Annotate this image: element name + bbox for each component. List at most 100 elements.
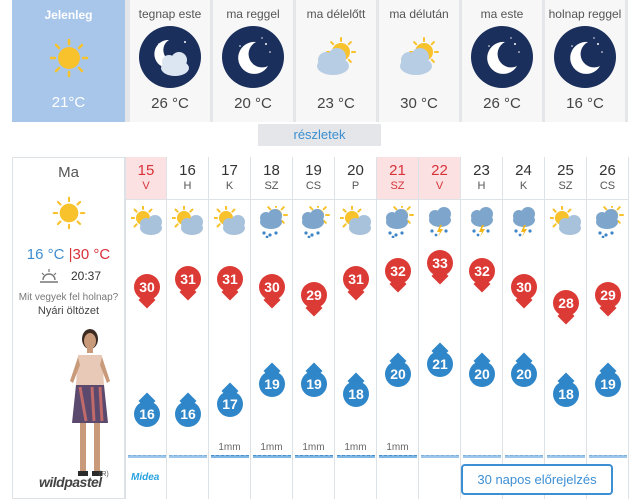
- day-header: 15 V: [126, 157, 166, 200]
- high-temp-marker: 31: [343, 266, 369, 301]
- rain-amount: 1mm: [344, 442, 367, 453]
- rain-amount: 1mm: [386, 442, 409, 453]
- temp-separator: |: [68, 246, 73, 263]
- today-low: 16 °C: [26, 246, 65, 263]
- day-column[interactable]: 22 V 33 21: [419, 157, 461, 499]
- low-temp-marker: 20: [511, 352, 537, 387]
- period-tile[interactable]: ma reggel 20 °C: [213, 0, 293, 122]
- sunset-icon: [40, 269, 58, 283]
- low-temp-marker: 20: [385, 352, 411, 387]
- night-sky-badge: [554, 26, 616, 88]
- period-label: holnap reggel: [548, 7, 622, 21]
- high-temp-marker: 29: [595, 282, 621, 317]
- day-column[interactable]: 25 SZ 28 18: [545, 157, 587, 499]
- low-temp-value: 20: [516, 366, 532, 382]
- high-temp-marker: 30: [511, 274, 537, 309]
- period-tile[interactable]: ma délelőtt 23 °C: [296, 0, 376, 122]
- high-temp-value: 28: [558, 295, 574, 311]
- day-weekday: CS: [305, 180, 322, 192]
- high-temp-marker: 30: [259, 274, 285, 309]
- day-weekday: P: [351, 180, 360, 192]
- rain-bar: [379, 455, 417, 458]
- day-weekday: V: [142, 180, 150, 192]
- sun-icon: [52, 196, 86, 230]
- rain-amount: 1mm: [302, 442, 325, 453]
- low-temp-value: 21: [432, 356, 448, 372]
- day-header: 16 H: [167, 157, 208, 200]
- day-column[interactable]: 21 SZ 32 20 1mm: [377, 157, 419, 499]
- outfit-model-image[interactable]: [60, 325, 120, 485]
- low-temp-marker: 17: [217, 382, 243, 417]
- day-weekday: K: [519, 180, 528, 192]
- day-header: 26 CS: [587, 157, 628, 200]
- day-header: 21 SZ: [377, 157, 418, 200]
- day-column[interactable]: 16 H 31 16: [167, 157, 209, 499]
- day-column[interactable]: 18 SZ 30 19 1mm: [251, 157, 293, 499]
- high-temp-value: 31: [180, 271, 196, 287]
- day-header: 17 K: [209, 157, 250, 200]
- today-panel: Ma 16 °C |30 °C 20:37 Mit vegyek fel hol…: [12, 157, 125, 499]
- day-column[interactable]: 17 K 31 17 1mm: [209, 157, 251, 499]
- forecast-30-day-button[interactable]: 30 napos előrejelzés: [461, 464, 613, 495]
- rain-amount: 1mm: [260, 442, 283, 453]
- sun-icon: [49, 38, 89, 78]
- registered-mark: (R): [99, 471, 109, 478]
- period-tile[interactable]: ma délután 30 °C: [379, 0, 459, 122]
- day-header: 25 SZ: [545, 157, 586, 200]
- low-temp-value: 20: [390, 366, 406, 382]
- rain-bar: [463, 455, 501, 458]
- period-tile[interactable]: ma este 26 °C: [462, 0, 542, 122]
- high-temp-value: 33: [432, 255, 448, 271]
- period-temp: 26 °C: [151, 95, 189, 112]
- rain-bar: [589, 455, 627, 458]
- day-header: 20 P: [335, 157, 376, 200]
- period-tile[interactable]: tegnap este 26 °C: [130, 0, 210, 122]
- period-label: ma délután: [389, 7, 449, 21]
- high-temp-value: 31: [222, 271, 238, 287]
- day-column[interactable]: 15 V 30 16: [125, 157, 167, 499]
- period-temp: 23 °C: [317, 95, 355, 112]
- thunderstorm-icon: [513, 207, 535, 237]
- day-header: 18 SZ: [251, 157, 292, 200]
- moon-icon: [487, 37, 520, 74]
- day-column[interactable]: 19 CS 29 19 1mm: [293, 157, 335, 499]
- period-label: ma reggel: [226, 7, 280, 21]
- day-column[interactable]: 24 K 30 20: [503, 157, 545, 499]
- low-temp-value: 18: [558, 386, 574, 402]
- high-temp-marker: 29: [301, 282, 327, 317]
- day-header: 22 V: [419, 157, 460, 200]
- high-temp-marker: 32: [469, 258, 495, 293]
- day-weekday: H: [183, 180, 192, 192]
- sun-cloud-icon: [550, 206, 581, 235]
- rain-amount: 1mm: [218, 442, 241, 453]
- current-weather-tile[interactable]: Jelenleg 21°C: [12, 0, 125, 122]
- thunderstorm-icon: [471, 207, 493, 237]
- rain-bar: [337, 455, 375, 458]
- day-number: 18: [263, 162, 280, 179]
- day-column[interactable]: 26 CS 29 19: [587, 157, 629, 499]
- sun-cloud-icon: [214, 206, 245, 235]
- low-temp-marker: 19: [595, 362, 621, 397]
- day-weekday: SZ: [390, 180, 405, 192]
- low-temp-value: 20: [474, 366, 490, 382]
- day-number: 26: [599, 162, 616, 179]
- high-temp-marker: 32: [385, 258, 411, 293]
- high-temp-marker: 33: [427, 250, 453, 285]
- wildpastel-logo[interactable]: wildpastel: [39, 474, 102, 490]
- low-temp-value: 19: [600, 376, 616, 392]
- low-temp-value: 18: [348, 386, 364, 402]
- sun-cloud-icon: [131, 206, 162, 235]
- day-column[interactable]: 23 H 32 20: [461, 157, 503, 499]
- low-temp-value: 19: [264, 376, 280, 392]
- day-header: 24 K: [503, 157, 544, 200]
- day-weekday: V: [435, 180, 444, 192]
- rain-bar: [253, 455, 291, 458]
- day-number: 21: [389, 162, 406, 179]
- day-column[interactable]: 20 P 31 18 1mm: [335, 157, 377, 499]
- low-temp-marker: 21: [427, 342, 453, 377]
- midea-logo[interactable]: Midea: [131, 472, 160, 483]
- period-tile[interactable]: holnap reggel 16 °C: [545, 0, 625, 122]
- details-button[interactable]: részletek: [258, 124, 381, 146]
- rain-bar: [295, 455, 333, 458]
- sunset-time: 20:37: [71, 269, 102, 283]
